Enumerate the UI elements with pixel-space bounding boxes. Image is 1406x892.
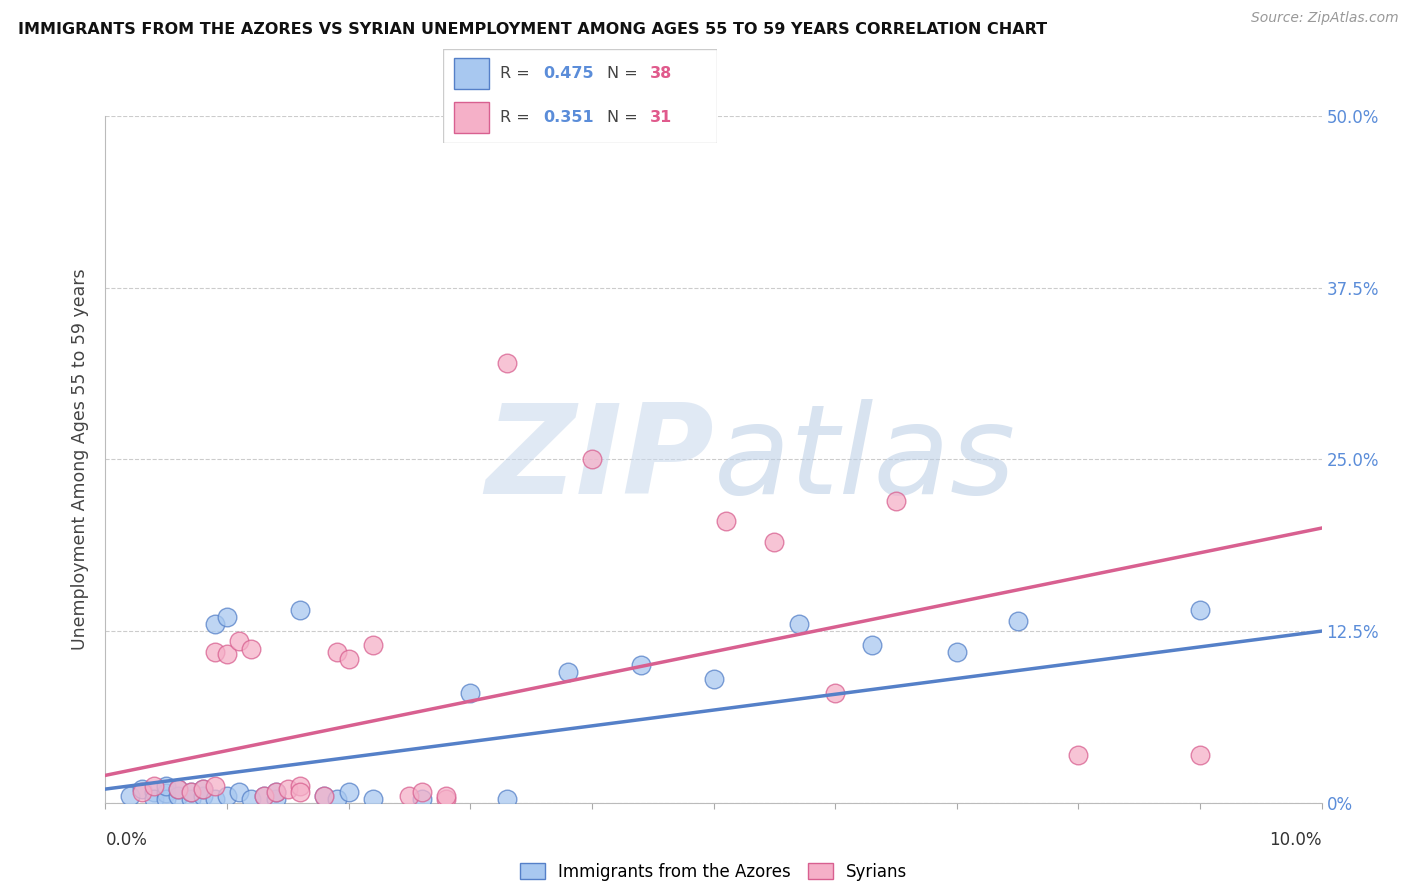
Point	[143, 785, 166, 799]
Text: ZIP: ZIP	[485, 399, 713, 520]
Text: N =: N =	[607, 111, 644, 126]
Text: R =: R =	[501, 66, 536, 81]
FancyBboxPatch shape	[454, 103, 489, 134]
Point	[1067, 747, 1090, 762]
Text: R =: R =	[501, 111, 536, 126]
Point	[787, 617, 810, 632]
Point	[240, 791, 263, 805]
Point	[191, 782, 214, 797]
Point	[411, 785, 433, 799]
Point	[1188, 747, 1211, 762]
Text: 38: 38	[650, 66, 672, 81]
Point	[860, 638, 883, 652]
Point	[217, 789, 239, 803]
Point	[228, 633, 250, 648]
Point	[824, 686, 846, 700]
Text: 0.351: 0.351	[543, 111, 593, 126]
Point	[131, 782, 153, 797]
Point	[264, 791, 287, 805]
Point	[288, 603, 311, 617]
Point	[557, 665, 579, 680]
Point	[217, 610, 239, 624]
Point	[702, 672, 725, 686]
Point	[714, 514, 737, 528]
Point	[398, 789, 420, 803]
Point	[143, 780, 166, 794]
Text: N =: N =	[607, 66, 644, 81]
Text: 10.0%: 10.0%	[1270, 831, 1322, 849]
Point	[288, 780, 311, 794]
Point	[264, 785, 287, 799]
Point	[337, 785, 360, 799]
Point	[314, 789, 336, 803]
Point	[581, 452, 603, 467]
Point	[763, 534, 786, 549]
Text: 0.475: 0.475	[543, 66, 593, 81]
Point	[204, 617, 226, 632]
Point	[458, 686, 481, 700]
Point	[325, 791, 347, 805]
Point	[180, 785, 202, 799]
Point	[337, 651, 360, 665]
Point	[155, 791, 177, 805]
Point	[167, 782, 190, 797]
Point	[314, 789, 336, 803]
Text: IMMIGRANTS FROM THE AZORES VS SYRIAN UNEMPLOYMENT AMONG AGES 55 TO 59 YEARS CORR: IMMIGRANTS FROM THE AZORES VS SYRIAN UNE…	[18, 22, 1047, 37]
Point	[167, 782, 190, 797]
Point	[217, 648, 239, 662]
Point	[434, 789, 457, 803]
Point	[204, 645, 226, 659]
Point	[325, 645, 347, 659]
Point	[191, 782, 214, 797]
Point	[411, 791, 433, 805]
Point	[495, 791, 517, 805]
Point	[228, 785, 250, 799]
Point	[191, 789, 214, 803]
Point	[118, 789, 141, 803]
Point	[204, 780, 226, 794]
Point	[180, 785, 202, 799]
Point	[155, 786, 177, 800]
Point	[167, 789, 190, 803]
Point	[1188, 603, 1211, 617]
Point	[630, 658, 652, 673]
Point	[945, 645, 967, 659]
FancyBboxPatch shape	[443, 49, 717, 143]
Point	[277, 782, 299, 797]
Point	[204, 791, 226, 805]
Point	[1007, 615, 1029, 629]
Point	[143, 791, 166, 805]
Point	[252, 789, 274, 803]
Point	[361, 638, 384, 652]
Legend: Immigrants from the Azores, Syrians: Immigrants from the Azores, Syrians	[513, 855, 914, 888]
Point	[884, 493, 907, 508]
Point	[155, 780, 177, 794]
Point	[252, 789, 274, 803]
Point	[180, 791, 202, 805]
Text: atlas: atlas	[713, 399, 1015, 520]
Text: 31: 31	[650, 111, 672, 126]
Y-axis label: Unemployment Among Ages 55 to 59 years: Unemployment Among Ages 55 to 59 years	[72, 268, 90, 650]
Point	[361, 791, 384, 805]
Point	[131, 785, 153, 799]
Point	[240, 642, 263, 657]
Text: 0.0%: 0.0%	[105, 831, 148, 849]
Point	[264, 785, 287, 799]
Point	[434, 791, 457, 805]
Point	[495, 356, 517, 370]
Point	[288, 785, 311, 799]
Text: Source: ZipAtlas.com: Source: ZipAtlas.com	[1251, 11, 1399, 25]
FancyBboxPatch shape	[454, 59, 489, 89]
